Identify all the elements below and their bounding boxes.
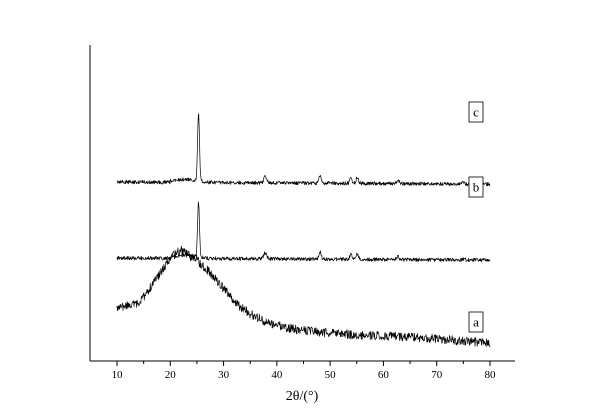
- x-tick-label: 20: [165, 369, 177, 381]
- series-c-label-box: [468, 101, 484, 123]
- series-group: [116, 113, 491, 348]
- x-tick-label: 80: [485, 369, 497, 381]
- x-tick-label: 40: [271, 369, 283, 381]
- x-tick-label: 60: [378, 369, 390, 381]
- series-a-label: a: [473, 315, 479, 330]
- series-a-label-box: [468, 311, 484, 333]
- x-axis-label: 2θ/(°): [286, 389, 319, 404]
- series-b-label-box: [468, 176, 484, 198]
- series-b-line: [116, 201, 491, 263]
- x-tick-labels: 10 20 30 40 50 60 70 80: [112, 369, 497, 381]
- x-ticks: [116, 361, 491, 366]
- series-labels: c b a: [468, 101, 484, 333]
- x-tick-label: 30: [218, 369, 230, 381]
- x-tick-label: 70: [431, 369, 443, 381]
- series-c-label: c: [473, 105, 479, 120]
- x-tick-label: 50: [325, 369, 337, 381]
- series-c-line: [116, 113, 491, 187]
- x-tick-label: 10: [112, 369, 124, 381]
- series-b-label: b: [473, 180, 480, 195]
